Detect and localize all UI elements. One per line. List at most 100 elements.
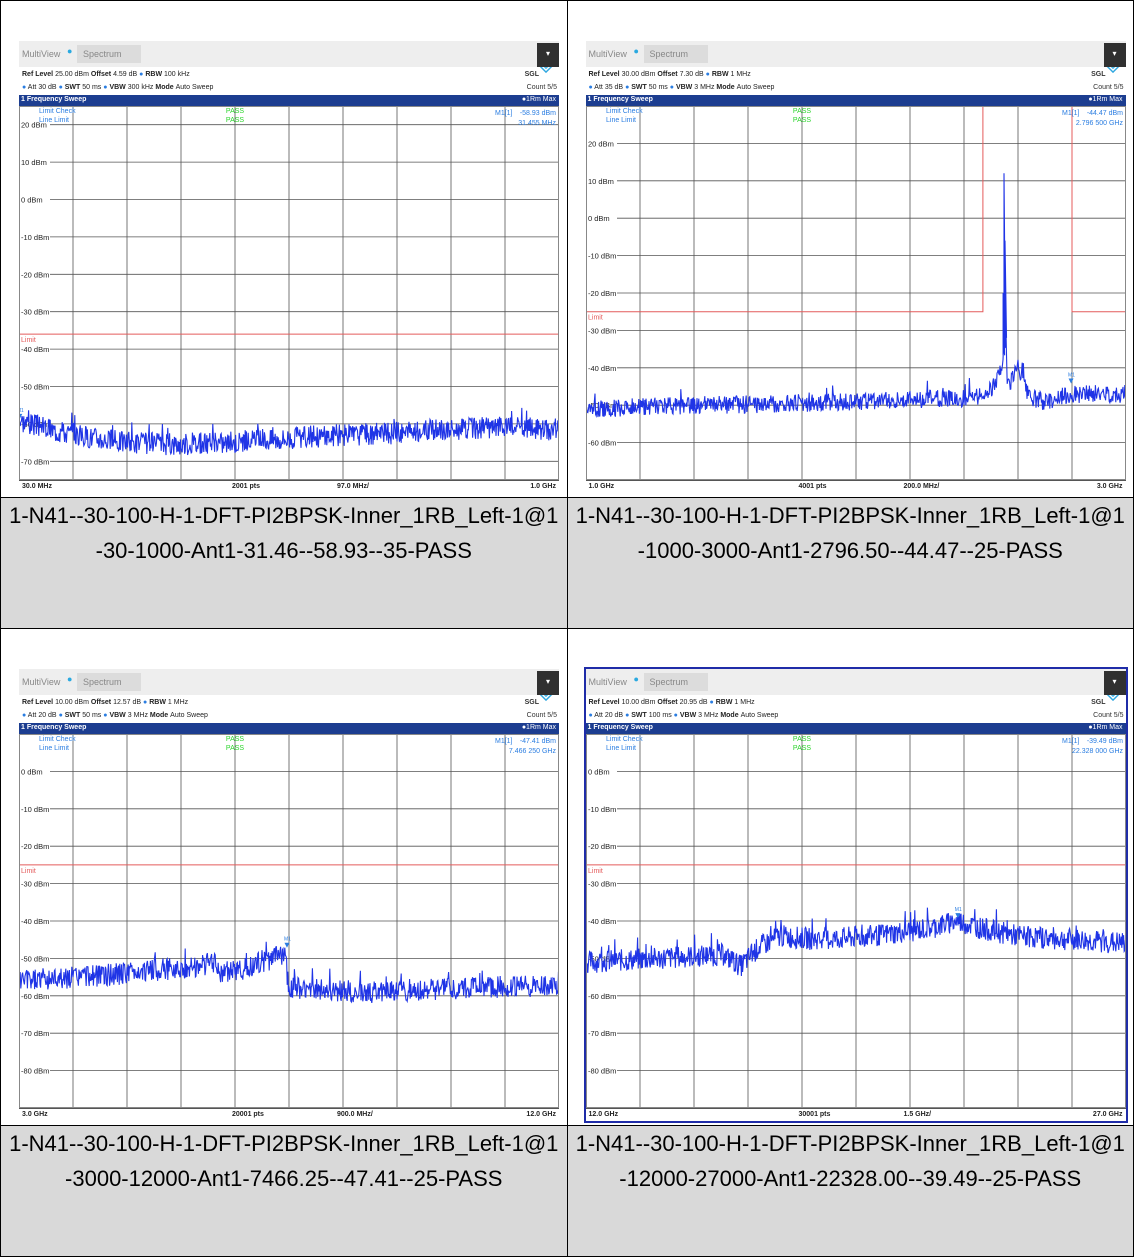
tab-multiview[interactable]: MultiView <box>588 677 627 687</box>
offset-label: Offset <box>90 71 114 78</box>
limit-tag: Limit <box>21 337 36 344</box>
sweep-points: 30001 pts <box>798 1111 831 1118</box>
stop-frequency: 27.0 GHz <box>1092 1111 1123 1118</box>
vbw-value: 300 kHz <box>127 84 154 91</box>
rbw-value: 1 MHz <box>734 699 755 706</box>
spectrum-trace <box>585 907 1126 977</box>
mode-label: Mode <box>720 712 741 719</box>
y-tick-bg <box>20 157 50 166</box>
tab-spectrum[interactable]: Spectrum <box>643 45 708 63</box>
pass-status: PASS <box>226 117 244 124</box>
marker-tag: M1 <box>1068 373 1075 379</box>
settings-row-att: ● Att 30 dB ● SWT 50 ms ● VBW 300 kHz Mo… <box>22 84 213 91</box>
y-tick-bg <box>20 306 50 315</box>
frequency-axis-row: 3.0 GHz 20001 pts 900.0 MHz/12.0 GHz <box>19 1108 559 1122</box>
settings-row-ref: Ref Level 10.00 dBm Offset 12.57 dB ● RB… <box>22 699 188 706</box>
att-value: 20 dB <box>604 712 624 719</box>
start-frequency: 1.0 GHz <box>588 483 615 490</box>
plot-cell: MultiView ● Spectrum ▾ Ref Level 25.00 dBm O… <box>0 0 568 498</box>
tab-multiview[interactable]: MultiView <box>588 49 627 59</box>
rbw-label: RBW <box>145 71 165 78</box>
ref-level-value: 30.00 dBm <box>621 71 656 78</box>
ref-level-label: Ref Level <box>588 699 622 706</box>
att-label: Att <box>27 84 39 91</box>
marker-tag: M1 <box>954 907 961 913</box>
trace-dot-icon: ● <box>521 96 527 103</box>
settings-row-ref: Ref Level 25.00 dBm Offset 4.59 dB ● RBW… <box>22 71 190 78</box>
dropdown-menu-icon[interactable]: ▾ <box>1103 671 1126 695</box>
y-tick-bg <box>586 325 617 334</box>
swt-label: SWT <box>64 712 83 719</box>
y-tick-bg <box>20 344 50 353</box>
y-tick-bg <box>20 766 50 775</box>
bullet-icon: ● <box>103 84 110 91</box>
mode-value: Auto Sweep <box>175 84 214 91</box>
tab-bar: MultiView ● Spectrum ▾ <box>585 669 1126 695</box>
plot-frame <box>585 106 1126 480</box>
analyzer-screenshot: MultiView ● Spectrum ▾ Ref Level 10.00 dBm O… <box>583 667 1128 1123</box>
trace-dot-icon: ● <box>1088 96 1093 103</box>
bullet-icon: ● <box>22 712 28 719</box>
y-tick-bg <box>20 990 50 999</box>
y-tick-bg <box>586 766 617 775</box>
y-tick-label: -30 dBm <box>21 880 49 889</box>
plot-caption: 1-N41--30-100-H-1-DFT-PI2BPSK-Inner_1RB_… <box>575 1131 1125 1191</box>
dropdown-menu-icon[interactable]: ▾ <box>1103 43 1126 67</box>
plot-cell: MultiView ● Spectrum ▾ Ref Level 30.00 dBm O… <box>566 0 1134 498</box>
tab-spectrum[interactable]: Spectrum <box>77 673 141 691</box>
plot-frame <box>19 106 559 480</box>
swt-label: SWT <box>631 84 649 91</box>
limit-check-label: Limit Check <box>39 108 76 115</box>
pass-status: PASS <box>792 108 810 115</box>
start-frequency: 30.0 MHz <box>22 483 52 490</box>
dropdown-menu-icon[interactable]: ▾ <box>537 43 559 67</box>
y-tick-label: -10 dBm <box>588 805 616 814</box>
sweep-count: Count 5/5 <box>526 84 557 91</box>
ref-level-label: Ref Level <box>588 71 622 78</box>
spectrum-trace <box>19 407 559 456</box>
y-tick-bg <box>20 841 50 850</box>
pass-status: PASS <box>792 736 810 743</box>
y-tick-bg <box>20 231 50 240</box>
trace-mode-label: 1Rm Max <box>526 96 556 103</box>
y-tick-label: 10 dBm <box>588 177 614 186</box>
limit-tag: Limit <box>21 868 36 875</box>
ref-level-label: Ref Level <box>22 699 56 706</box>
y-tick-label: -50 dBm <box>21 954 49 963</box>
tab-spectrum[interactable]: Spectrum <box>77 45 141 63</box>
analyzer-screenshot: MultiView ● Spectrum ▾ Ref Level 10.00 dBm O… <box>19 669 559 1121</box>
tab-multiview[interactable]: MultiView <box>22 677 61 687</box>
tab-bar: MultiView ● Spectrum ▾ <box>19 41 559 67</box>
vbw-label: VBW <box>675 84 695 91</box>
marker-m1-icon <box>954 913 960 919</box>
y-tick-label: -20 dBm <box>588 842 616 851</box>
sweep-points: 4001 pts <box>798 483 827 490</box>
y-tick-bg <box>20 456 50 465</box>
tab-bar: MultiView ● Spectrum ▾ <box>585 41 1126 67</box>
marker-id: M1[1] <box>1062 110 1080 117</box>
start-frequency: 3.0 GHz <box>22 1111 48 1118</box>
caption-cell: 1-N41--30-100-H-1-DFT-PI2BPSK-Inner_1RB_… <box>0 497 568 629</box>
bullet-icon: ● <box>58 712 65 719</box>
rbw-value: 1 MHz <box>167 699 189 706</box>
trace-title: 1 Frequency Sweep <box>21 96 87 103</box>
y-tick-label: -10 dBm <box>588 252 616 261</box>
rbw-value: 100 kHz <box>164 71 190 78</box>
trace-title-bar: 1 Frequency Sweep ●1Rm Max <box>19 95 559 106</box>
pass-status: PASS <box>792 117 810 124</box>
marker-id: M1[1] <box>495 110 513 117</box>
dropdown-menu-icon[interactable]: ▾ <box>537 671 559 695</box>
trace-mode: ●1Rm Max <box>1088 724 1122 731</box>
marker-tag: M1 <box>284 937 291 943</box>
line-limit-label: Line Limit <box>606 745 636 752</box>
tab-multiview[interactable]: MultiView <box>22 49 61 59</box>
frequency-per-division: 900.0 MHz/ <box>337 1111 373 1118</box>
tab-bar: MultiView ● Spectrum ▾ <box>19 669 559 695</box>
att-value: 35 dB <box>604 84 624 91</box>
spectrum-plot: 20 dBm 10 dBm 0 dBm -10 dBm -20 dBm -30 dBm -4… <box>585 106 1126 480</box>
y-tick-label: -30 dBm <box>588 326 616 335</box>
tab-spectrum[interactable]: Spectrum <box>643 673 708 691</box>
frequency-axis-row: 1.0 GHz 4001 pts 200.0 MHz/3.0 GHz <box>585 480 1126 494</box>
vbw-value: 3 MHz <box>698 712 719 719</box>
y-tick-label: -70 dBm <box>21 1029 49 1038</box>
